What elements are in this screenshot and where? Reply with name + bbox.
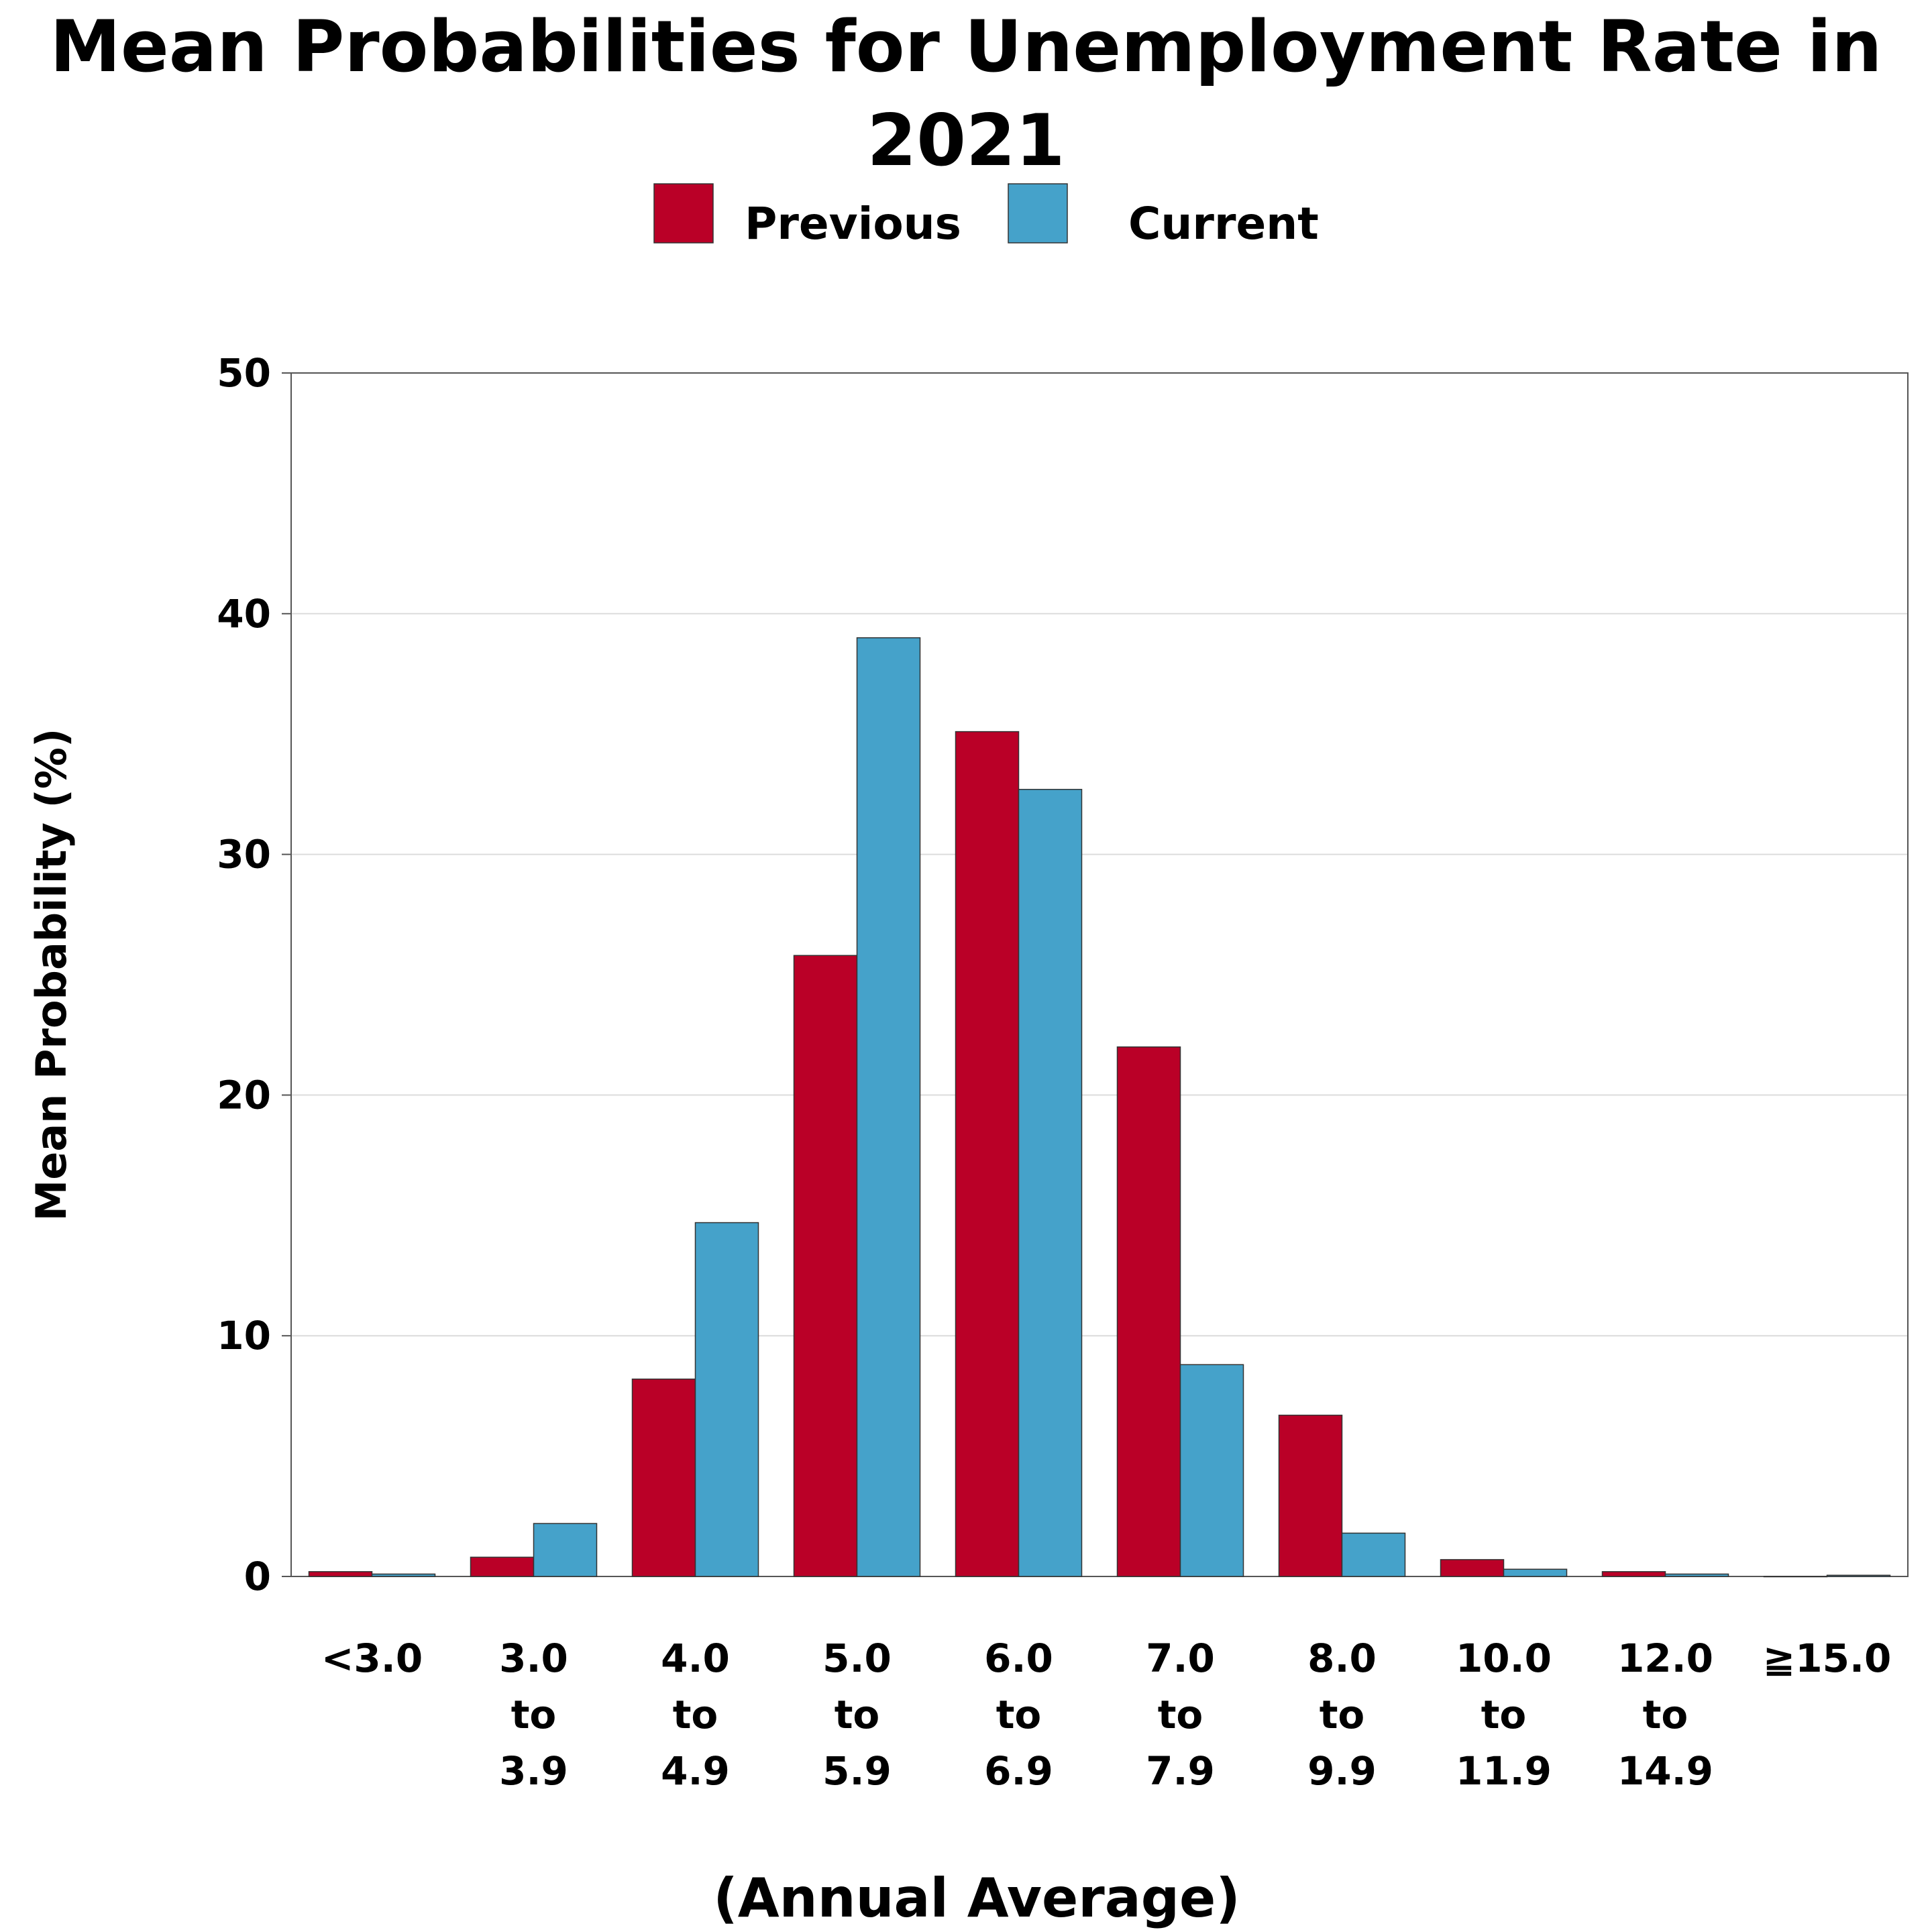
bar-current-2 [694, 1222, 759, 1577]
bar-current-6 [1341, 1532, 1406, 1577]
x-tick-label: to [1320, 1692, 1365, 1737]
bar-previous-3 [793, 955, 858, 1577]
x-tick-label: 9.9 [1307, 1748, 1377, 1794]
x-tick-label: to [1481, 1692, 1527, 1737]
bar-previous-4 [955, 731, 1020, 1577]
x-tick-label: to [673, 1692, 718, 1737]
bar-previous-7 [1440, 1559, 1505, 1577]
legend-label-previous: Previous [745, 198, 961, 250]
bars [308, 637, 1891, 1578]
legend-swatch-current [1008, 183, 1068, 244]
x-tick-label: 8.0 [1307, 1635, 1377, 1681]
x-tick-label: 5.9 [822, 1748, 892, 1794]
x-tick-label: 5.0 [822, 1635, 892, 1681]
x-tick-label: 10.0 [1456, 1635, 1552, 1681]
plot-frame [290, 372, 1909, 1577]
y-tick-label: 10 [217, 1313, 271, 1358]
bar-current-5 [1179, 1364, 1244, 1577]
x-axis: <3.0 3.0 to 3.9 4.0 to 4.9 5.0 to 5.9 6.0 to 6.9 7.0 t… [321, 1635, 1892, 1794]
x-tick-label: to [1158, 1692, 1203, 1737]
bar-previous-6 [1278, 1414, 1343, 1577]
x-tick-label: to [511, 1692, 557, 1737]
gridlines [291, 612, 1908, 1337]
x-tick-label: to [835, 1692, 880, 1737]
x-tick-label: <3.0 [321, 1635, 423, 1681]
bar-current-0 [371, 1573, 436, 1577]
bar-current-1 [533, 1523, 598, 1577]
x-tick-label: 4.9 [661, 1748, 730, 1794]
x-tick-label: 7.9 [1146, 1748, 1215, 1794]
bar-current-4 [1018, 788, 1083, 1577]
legend: Previous Current [653, 183, 1319, 250]
y-axis-title: Mean Probability (%) [27, 729, 76, 1222]
x-tick-label: 7.0 [1146, 1635, 1215, 1681]
x-axis-title: (Annual Average) [713, 1867, 1240, 1929]
bar-current-9 [1826, 1574, 1891, 1577]
x-tick-label: 14.9 [1617, 1748, 1713, 1794]
bar-current-7 [1503, 1568, 1568, 1577]
y-tick-label: 40 [217, 591, 271, 637]
x-tick-label: 6.0 [984, 1635, 1053, 1681]
legend-swatch-previous [653, 183, 714, 244]
bar-previous-8 [1601, 1571, 1666, 1577]
bar-previous-5 [1116, 1046, 1181, 1577]
chart-title: Mean Probabilities for Unemployment Rate… [50, 5, 1882, 182]
x-tick-label: 6.9 [984, 1748, 1053, 1794]
bar-current-8 [1664, 1573, 1729, 1577]
y-tick-label: 0 [244, 1554, 271, 1599]
bar-current-3 [856, 637, 921, 1577]
y-tick-label: 20 [217, 1072, 271, 1118]
x-tick-label: 12.0 [1617, 1635, 1713, 1681]
x-tick-label: to [1643, 1692, 1688, 1737]
x-tick-label: to [996, 1692, 1042, 1737]
x-tick-label: ≧15.0 [1763, 1635, 1892, 1681]
bar-previous-9 [1763, 1576, 1828, 1578]
bar-previous-1 [470, 1556, 535, 1577]
y-tick-label: 30 [217, 832, 271, 877]
legend-label-current: Current [1128, 198, 1319, 250]
bar-previous-2 [631, 1379, 696, 1577]
y-axis: 0 10 20 30 40 50 [217, 350, 291, 1599]
x-tick-label: 3.0 [499, 1635, 568, 1681]
x-tick-label: 4.0 [661, 1635, 730, 1681]
bar-previous-0 [308, 1571, 373, 1577]
x-tick-label: 11.9 [1456, 1748, 1552, 1794]
x-tick-label: 3.9 [499, 1748, 568, 1794]
y-tick-label: 50 [217, 350, 271, 396]
